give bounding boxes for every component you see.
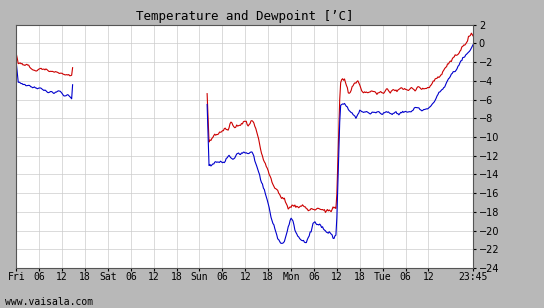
Text: www.vaisala.com: www.vaisala.com xyxy=(5,297,94,307)
Title: Temperature and Dewpoint [’C]: Temperature and Dewpoint [’C] xyxy=(136,10,354,23)
